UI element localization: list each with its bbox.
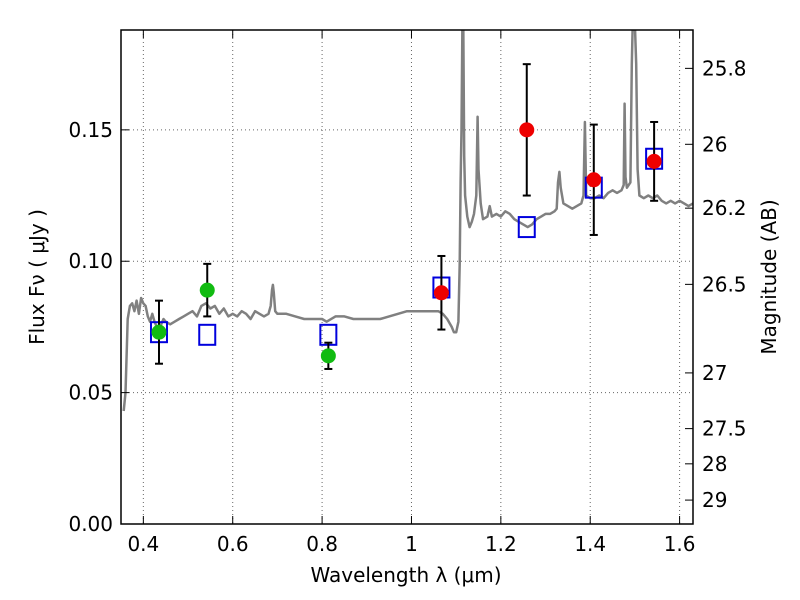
red-photometry-point (519, 122, 535, 138)
right-tick-label: 26 (702, 132, 727, 156)
data-points (149, 63, 664, 370)
right-tick-label: 27.5 (702, 417, 747, 441)
x-tick-label: 1.6 (664, 532, 696, 556)
axis-ticks: 0.4 0.6 0.8 1 1.2 1.4 1.6 0.00 0.05 0.10 0.15 25.8 2… (68, 30, 747, 556)
x-tick-label: 1.4 (574, 532, 606, 556)
model-spectrum (122, 30, 693, 412)
right-tick-label: 27 (702, 361, 727, 385)
x-axis-label: Wavelength λ (μm) (310, 563, 501, 587)
model-photometry-square (517, 216, 536, 239)
right-axis-label: Magnitude (AB) (757, 199, 781, 354)
x-tick-label: 0.6 (217, 532, 249, 556)
green-photometry-point (151, 324, 167, 340)
green-photometry-point (320, 348, 336, 364)
y-tick-label: 0.00 (68, 512, 113, 536)
x-tick-label: 1 (405, 532, 418, 556)
plot-background (121, 30, 693, 524)
x-tick-label: 1.2 (485, 532, 517, 556)
y-tick-label: 0.15 (68, 118, 113, 142)
right-tick-label: 26.5 (702, 272, 747, 296)
green-photometry-point (199, 282, 215, 298)
red-photometry-point (586, 172, 602, 188)
y-tick-label: 0.05 (68, 381, 113, 405)
x-tick-label: 0.4 (127, 532, 159, 556)
model-spectrum-line (122, 30, 693, 412)
red-photometry-point (646, 153, 662, 169)
right-tick-label: 29 (702, 488, 727, 512)
right-tick-label: 26.2 (702, 196, 747, 220)
red-photometry-point (433, 285, 449, 301)
right-tick-label: 25.8 (702, 56, 747, 80)
x-tick-label: 0.8 (306, 532, 338, 556)
y-tick-label: 0.10 (68, 249, 113, 273)
plot-frame (120, 29, 694, 525)
y-axis-label: Flux Fν ( μJy ) (25, 209, 49, 345)
right-tick-label: 28 (702, 452, 727, 476)
model-photometry-square (198, 323, 217, 346)
grid-lines (121, 30, 693, 524)
